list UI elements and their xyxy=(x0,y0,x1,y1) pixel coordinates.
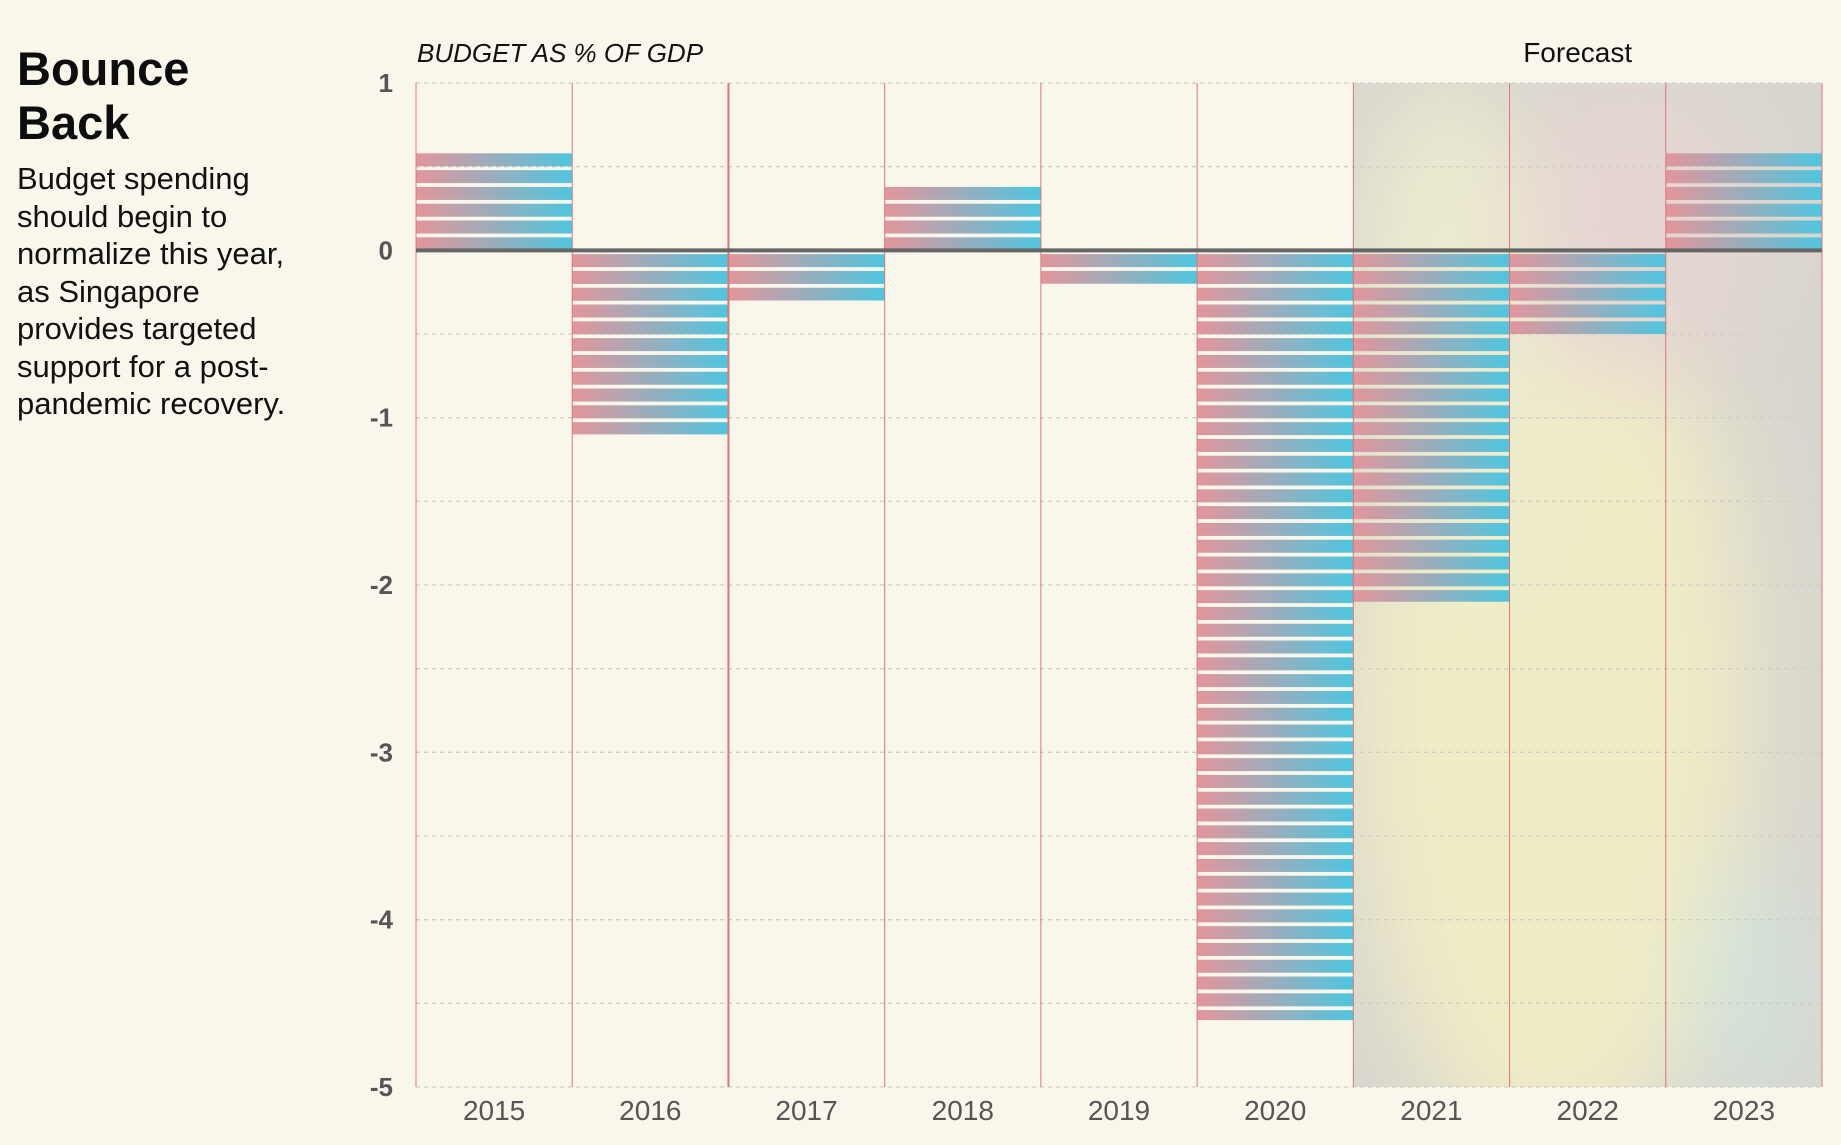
x-tick-label: 2023 xyxy=(1713,1095,1775,1126)
bar-2022 xyxy=(1509,254,1666,334)
bars xyxy=(416,153,1822,1021)
x-tick-label: 2019 xyxy=(1088,1095,1150,1126)
y-tick-label: -4 xyxy=(370,905,394,935)
bar-2018 xyxy=(884,186,1041,251)
x-tick-label: 2018 xyxy=(932,1095,994,1126)
bar-2023 xyxy=(1665,153,1822,251)
chart-title: Bounce Back xyxy=(17,42,190,149)
x-tick-label: 2016 xyxy=(619,1095,681,1126)
y-tick-label: -2 xyxy=(370,570,393,600)
bar-2015 xyxy=(416,153,573,251)
bar-2016 xyxy=(572,254,729,435)
y-tick-label: -3 xyxy=(370,737,393,767)
bar-2021 xyxy=(1353,254,1510,602)
bar-2017 xyxy=(728,254,885,301)
bar-2020 xyxy=(1197,254,1354,1021)
x-tick-label: 2017 xyxy=(775,1095,837,1126)
y-tick-label: 0 xyxy=(379,235,393,265)
x-tick-label: 2020 xyxy=(1244,1095,1306,1126)
y-tick-label: -5 xyxy=(370,1072,393,1102)
x-tick-label: 2022 xyxy=(1557,1095,1619,1126)
bar-2019 xyxy=(1040,254,1198,284)
y-axis-label: BUDGET AS % OF GDP xyxy=(417,38,704,68)
y-tick-label: 1 xyxy=(379,68,393,98)
axes: 1 0 -1 -2 -3 -4 -5 2015 2016 2017 2018 2019 2020 2021… xyxy=(370,68,1822,1126)
forecast-label: Forecast xyxy=(1523,37,1632,68)
y-tick-label: -1 xyxy=(370,403,393,433)
x-tick-label: 2015 xyxy=(463,1095,525,1126)
chart-subtitle: Budget spending should begin to normaliz… xyxy=(17,161,286,421)
x-tick-label: 2021 xyxy=(1400,1095,1462,1126)
